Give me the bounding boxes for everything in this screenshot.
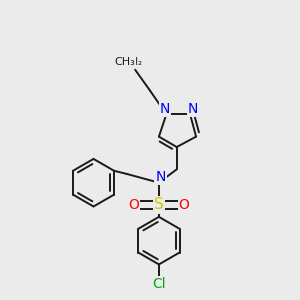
- Text: N: N: [155, 170, 166, 184]
- Text: Cl: Cl: [152, 277, 166, 291]
- Text: CH₃: CH₃: [114, 57, 135, 67]
- Text: O: O: [179, 198, 190, 212]
- Text: N: N: [160, 102, 170, 116]
- Text: O: O: [128, 198, 139, 212]
- Text: N: N: [188, 102, 198, 116]
- Text: S: S: [154, 197, 164, 212]
- Text: CH₂: CH₂: [125, 57, 143, 67]
